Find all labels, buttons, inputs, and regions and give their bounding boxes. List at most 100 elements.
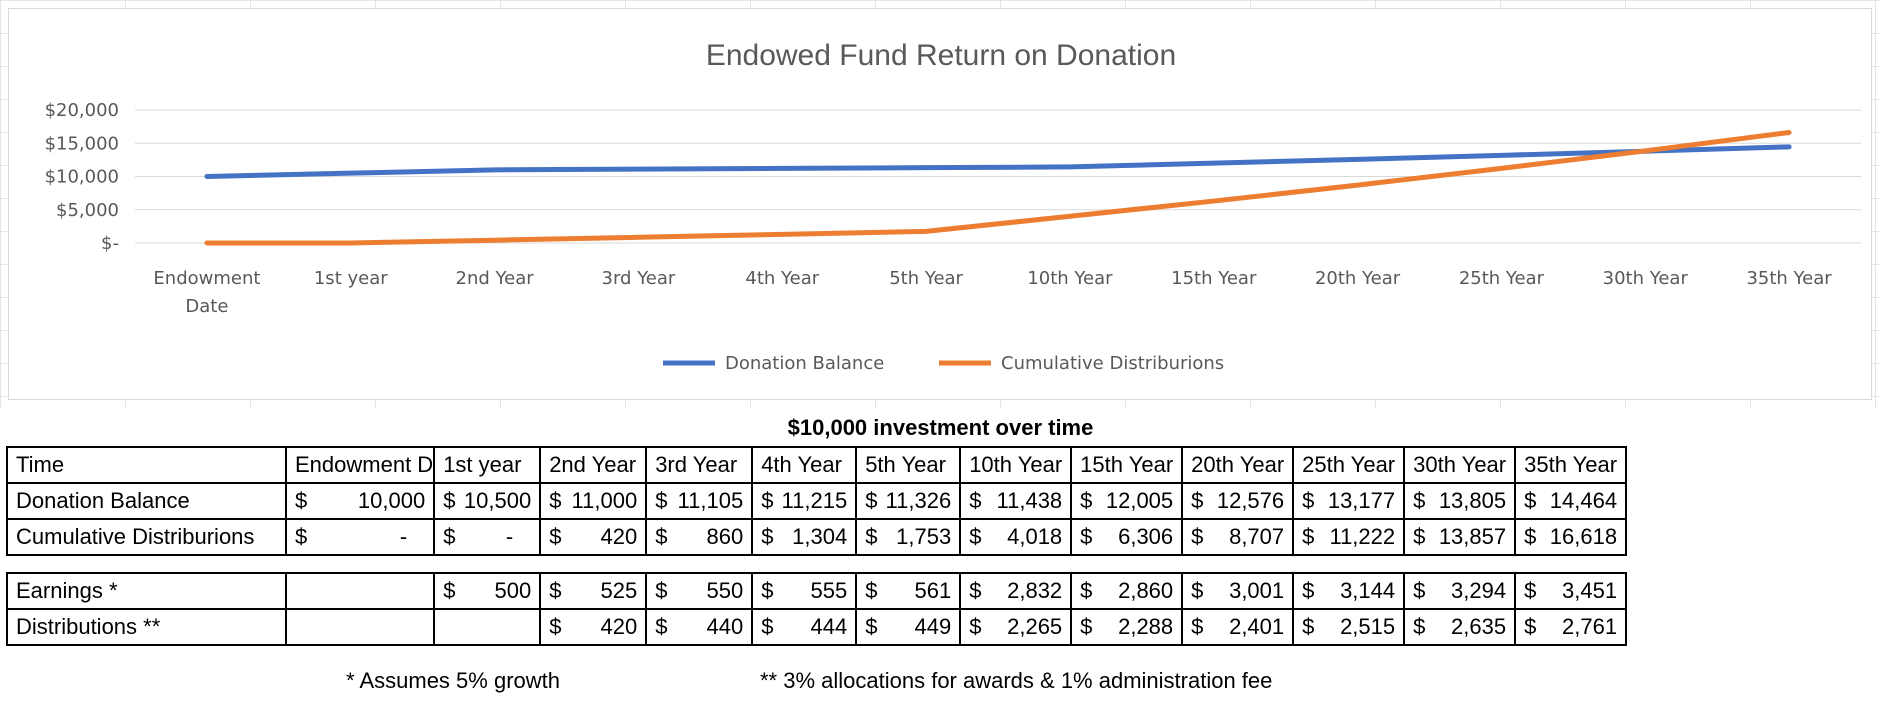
header-cell[interactable]: 25th Year: [1292, 446, 1406, 484]
table-cell[interactable]: $2,401: [1181, 608, 1295, 646]
currency-symbol: $: [655, 488, 668, 513]
table-cell[interactable]: $550: [645, 572, 754, 610]
table-cell[interactable]: $2,288: [1070, 608, 1184, 646]
header-cell[interactable]: 10th Year: [959, 446, 1073, 484]
cell-value: 555: [810, 578, 848, 603]
table-cell[interactable]: $500: [433, 572, 542, 610]
table-cell[interactable]: $3,294: [1403, 572, 1517, 610]
table-cell[interactable]: $555: [751, 572, 858, 610]
table-cell[interactable]: $11,222: [1292, 518, 1406, 556]
row-label[interactable]: Distributions **: [6, 608, 287, 646]
table-cell[interactable]: $11,105: [645, 482, 754, 520]
currency-symbol: $: [1080, 524, 1093, 549]
table-cell[interactable]: $11,215: [751, 482, 858, 520]
table-cell[interactable]: $12,576: [1181, 482, 1295, 520]
table-cell[interactable]: [284, 608, 436, 646]
table-cell[interactable]: $561: [855, 572, 962, 610]
table-cell[interactable]: $1,753: [855, 518, 962, 556]
table-cell[interactable]: $13,805: [1403, 482, 1517, 520]
currency-symbol: $: [1524, 524, 1537, 549]
y-tick-label: $15,000: [45, 133, 119, 154]
y-tick-label: $20,000: [45, 100, 119, 121]
currency-symbol: $: [655, 524, 668, 549]
table-cell[interactable]: $2,635: [1403, 608, 1517, 646]
header-cell[interactable]: 20th Year: [1181, 446, 1295, 484]
table-cell[interactable]: $525: [539, 572, 648, 610]
cell-value: 11,222: [1329, 524, 1396, 549]
x-tick-label: Date: [185, 296, 228, 317]
currency-symbol: $: [1191, 578, 1204, 603]
table-cell[interactable]: $1,304: [751, 518, 858, 556]
row-label[interactable]: Donation Balance: [6, 482, 287, 520]
table-cell[interactable]: $16,618: [1514, 518, 1628, 556]
cell-value: 11,105: [677, 488, 744, 513]
x-tick-label: 5th Year: [889, 268, 963, 289]
header-cell[interactable]: 1st year: [433, 446, 542, 484]
currency-symbol: $: [1191, 488, 1204, 513]
table-cell[interactable]: $2,515: [1292, 608, 1406, 646]
row-label[interactable]: Cumulative Distriburions: [6, 518, 287, 556]
table-cell[interactable]: $4,018: [959, 518, 1073, 556]
table-cell[interactable]: $10,000: [284, 482, 436, 520]
table-cell[interactable]: $2,860: [1070, 572, 1184, 610]
header-cell[interactable]: 35th Year: [1514, 446, 1628, 484]
cell-value: -: [399, 524, 408, 549]
table-row: Distributions ** $420 $440 $444 $449 $2,265 $2…: [6, 608, 1628, 646]
table-cell[interactable]: $11,000: [539, 482, 648, 520]
x-tick-label: 4th Year: [745, 268, 819, 289]
table-cell[interactable]: $3,451: [1514, 572, 1628, 610]
chart-container[interactable]: Endowed Fund Return on Donation $- $5,000 $…: [8, 8, 1872, 400]
table-cell[interactable]: $420: [539, 518, 648, 556]
header-cell[interactable]: 4th Year: [751, 446, 858, 484]
table-cell[interactable]: $440: [645, 608, 754, 646]
header-cell[interactable]: 15th Year: [1070, 446, 1184, 484]
table-cell[interactable]: $8,707: [1181, 518, 1295, 556]
table-cell[interactable]: $6,306: [1070, 518, 1184, 556]
header-cell[interactable]: 5th Year: [855, 446, 962, 484]
cell-value: 4,018: [1007, 524, 1063, 549]
x-tick-label: 35th Year: [1746, 268, 1832, 289]
table-cell[interactable]: $2,761: [1514, 608, 1628, 646]
table-cell[interactable]: $11,438: [959, 482, 1073, 520]
cell-value: 12,005: [1105, 488, 1174, 513]
header-cell[interactable]: 2nd Year: [539, 446, 648, 484]
legend-label: Cumulative Distriburions: [1001, 353, 1224, 374]
table-cell[interactable]: $14,464: [1514, 482, 1628, 520]
cell-value: 525: [600, 578, 638, 603]
table-cell[interactable]: $ -: [284, 518, 436, 556]
cell-value: 2,515: [1340, 614, 1396, 639]
cell-value: 860: [706, 524, 744, 549]
table-cell[interactable]: $3,001: [1181, 572, 1295, 610]
series-line-donation-balance: [204, 144, 1792, 179]
table-cell[interactable]: $12,005: [1070, 482, 1184, 520]
table-cell[interactable]: $3,144: [1292, 572, 1406, 610]
currency-symbol: $: [295, 488, 308, 513]
cell-value: 440: [706, 614, 744, 639]
cell-value: 16,618: [1549, 524, 1618, 549]
currency-symbol: $: [1524, 578, 1537, 603]
table-cell[interactable]: $444: [751, 608, 858, 646]
line-chart: Endowed Fund Return on Donation $- $5,000 $…: [45, 39, 1861, 374]
currency-symbol: $: [1302, 578, 1315, 603]
table-cell[interactable]: $860: [645, 518, 754, 556]
table-cell[interactable]: [433, 608, 542, 646]
header-cell[interactable]: Endowment D: [284, 446, 436, 484]
table-cell[interactable]: $420: [539, 608, 648, 646]
table-cell[interactable]: $2,265: [959, 608, 1073, 646]
header-cell[interactable]: 30th Year: [1403, 446, 1517, 484]
currency-symbol: $: [1524, 614, 1537, 639]
table-cell[interactable]: $13,177: [1292, 482, 1406, 520]
table-cell[interactable]: $449: [855, 608, 962, 646]
spacer-row: [7, 555, 1626, 573]
header-cell[interactable]: Time: [6, 446, 287, 484]
table-cell[interactable]: $11,326: [855, 482, 962, 520]
row-label[interactable]: Earnings *: [6, 572, 287, 610]
table-cell[interactable]: $10,500: [433, 482, 542, 520]
table-cell[interactable]: $ -: [433, 518, 542, 556]
currency-symbol: $: [549, 578, 562, 603]
cell-value: 2,265: [1007, 614, 1063, 639]
header-cell[interactable]: 3rd Year: [645, 446, 754, 484]
table-cell[interactable]: $13,857: [1403, 518, 1517, 556]
table-cell[interactable]: $2,832: [959, 572, 1073, 610]
table-cell[interactable]: [284, 572, 436, 610]
